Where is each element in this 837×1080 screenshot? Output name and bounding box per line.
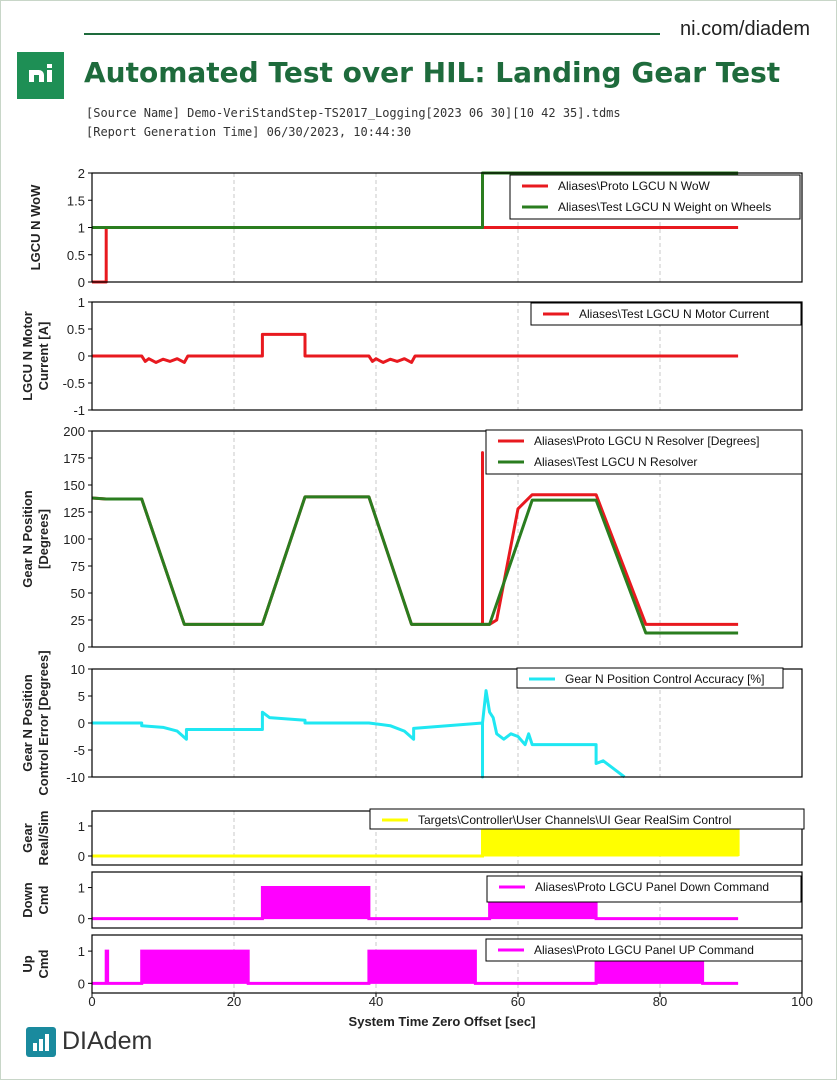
y-tick-label: -1	[73, 403, 85, 418]
header-rule	[84, 33, 660, 35]
y-axis-label: LGCU N WoW	[28, 184, 43, 270]
diadem-logo-icon	[26, 1027, 56, 1057]
y-tick-label: -0.5	[63, 376, 85, 391]
y-tick-label: 1.5	[67, 193, 85, 208]
series-line	[92, 332, 739, 364]
y-tick-label: 1	[78, 295, 85, 310]
x-tick-label: 80	[653, 994, 667, 1009]
series-line	[91, 451, 739, 626]
y-tick-label: 200	[63, 424, 85, 439]
legend-label: Aliases\Test LGCU N Motor Current	[579, 307, 770, 321]
y-tick-label: 0	[78, 716, 85, 731]
plot-frame	[91, 668, 803, 778]
y-tick-label: 0	[78, 976, 85, 991]
y-axis-label: Current [A]	[36, 322, 51, 391]
x-axis-label: System Time Zero Offset [sec]	[349, 1014, 536, 1029]
y-tick-label: 5	[78, 689, 85, 704]
y-axis-label: Gear N Position	[20, 490, 35, 588]
x-tick-label: 0	[88, 994, 95, 1009]
series-line	[92, 226, 739, 284]
y-tick-label: 1	[78, 819, 85, 834]
y-tick-label: 0	[78, 912, 85, 927]
y-axis-label: Down	[20, 882, 35, 917]
source-name-line: [Source Name] Demo-VeriStandStep-TS2017_…	[86, 106, 621, 120]
legend-box	[530, 302, 802, 326]
y-tick-label: 0.5	[67, 248, 85, 263]
legend-label: Aliases\Proto LGCU N Resolver [Degrees]	[534, 434, 759, 448]
plot-frame	[91, 430, 803, 648]
y-tick-label: 2	[78, 166, 85, 181]
series-line	[91, 495, 739, 635]
y-tick-label: 10	[71, 662, 85, 677]
legend-label: Aliases\Proto LGCU N WoW	[558, 179, 710, 193]
legend-label: Aliases\Proto LGCU Panel UP Command	[534, 943, 754, 957]
x-tick-label: 60	[511, 994, 525, 1009]
y-tick-label: 150	[63, 478, 85, 493]
legend-label: Aliases\Test LGCU N Weight on Wheels	[558, 200, 771, 214]
legend-box	[509, 174, 801, 220]
y-tick-label: 0	[78, 640, 85, 655]
y-axis-label: Up	[20, 955, 35, 972]
y-tick-label: 50	[71, 586, 85, 601]
y-axis-label: Real/Sim	[36, 811, 51, 866]
y-tick-label: -5	[73, 743, 85, 758]
y-tick-label: 1	[78, 221, 85, 236]
page-title: Automated Test over HIL: Landing Gear Te…	[84, 56, 781, 89]
series-line	[92, 886, 739, 921]
y-tick-label: 175	[63, 451, 85, 466]
legend-box	[516, 667, 784, 689]
y-tick-label: 75	[71, 559, 85, 574]
y-tick-label: 1	[78, 881, 85, 896]
y-tick-label: 0	[78, 849, 85, 864]
plot-frame	[91, 172, 803, 283]
y-tick-label: 1	[78, 944, 85, 959]
plot-frame	[91, 871, 803, 929]
y-axis-label: Gear	[20, 823, 35, 853]
x-tick-label: 40	[369, 994, 383, 1009]
legend-label: Aliases\Proto LGCU Panel Down Command	[535, 880, 769, 894]
legend-label: Aliases\Test LGCU N Resolver	[534, 455, 697, 469]
y-axis-label: [Degrees]	[36, 509, 51, 569]
series-area	[92, 825, 739, 857]
x-tick-label: 20	[227, 994, 241, 1009]
legend-label: Targets\Controller\User Channels\UI Gear…	[418, 813, 731, 827]
y-tick-label: 125	[63, 505, 85, 520]
y-tick-label: 0.5	[67, 322, 85, 337]
y-axis-label: Cmd	[36, 885, 51, 914]
plot-frame	[91, 301, 803, 411]
legend-box	[486, 875, 802, 903]
legend-box	[369, 808, 805, 830]
y-tick-label: 0	[78, 349, 85, 364]
series-line	[92, 689, 626, 779]
x-tick-label: 100	[791, 994, 813, 1009]
site-link[interactable]: ni.com/diadem	[680, 18, 811, 40]
legend-box	[485, 938, 803, 962]
y-axis-label: Gear N Position	[20, 674, 35, 772]
report-time-line: [Report Generation Time] 06/30/2023, 10:…	[86, 125, 412, 139]
plot-frame	[91, 934, 803, 994]
legend-label: Gear N Position Control Accuracy [%]	[565, 672, 764, 686]
legend-box	[485, 429, 803, 475]
y-axis-label: Cmd	[36, 949, 51, 978]
ni-logo-icon	[17, 52, 64, 99]
y-axis-label: LGCU N Motor	[20, 311, 35, 401]
y-tick-label: 25	[71, 613, 85, 628]
y-tick-label: -10	[66, 770, 85, 785]
y-tick-label: 100	[63, 532, 85, 547]
y-axis-label: Control Error [Degrees]	[36, 650, 51, 795]
footer-brand: DIAdem	[62, 1027, 153, 1055]
y-tick-label: 0	[78, 275, 85, 290]
